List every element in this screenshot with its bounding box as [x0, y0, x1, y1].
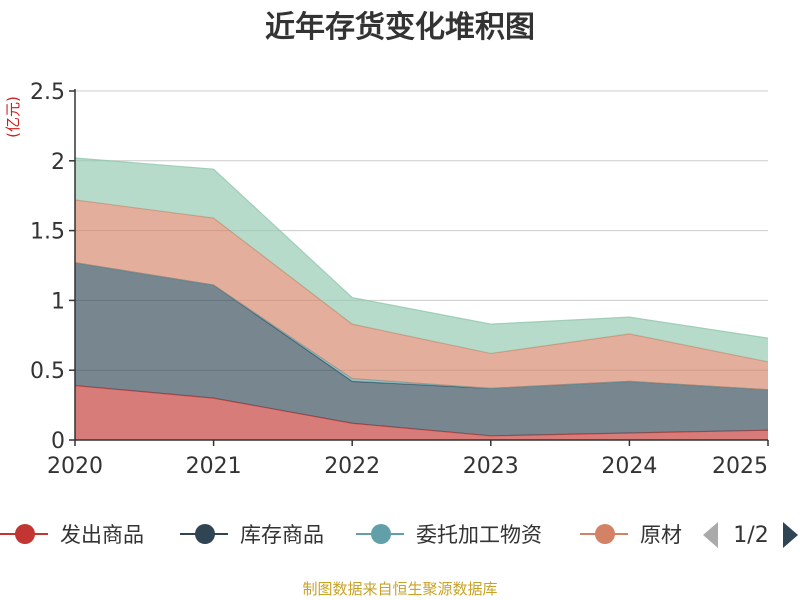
y-tick-label: 2.5 — [30, 80, 65, 105]
y-axis-unit: (亿元) — [4, 96, 22, 138]
legend-item[interactable]: 委托加工物资 — [356, 523, 542, 547]
chart-title: 近年存货变化堆积图 — [265, 10, 535, 45]
area-series — [74, 157, 769, 440]
axes — [69, 89, 769, 446]
x-tick-label: 2025 — [712, 454, 768, 479]
legend-item[interactable]: 原材 — [580, 523, 682, 547]
legend-prev-arrow-icon[interactable] — [703, 522, 718, 548]
data-source-note: 制图数据来自恒生聚源数据库 — [302, 580, 497, 598]
area-series-line — [74, 199, 769, 363]
y-tick-label: 0.5 — [30, 359, 65, 384]
legend-marker — [195, 524, 215, 544]
legend-item[interactable]: 库存商品 — [180, 523, 324, 547]
area-series-band — [75, 385, 768, 440]
x-tick-labels: 2020 2021 2022 2023 2024 2025 — [47, 454, 768, 479]
x-tick-label: 2022 — [324, 454, 380, 479]
y-tick-label: 1.5 — [30, 220, 65, 245]
legend-pager: 1/2 — [703, 522, 798, 548]
y-tick-label: 1 — [51, 289, 65, 314]
y-tick-labels: 0 0.5 1 1.5 2 2.5 — [30, 80, 65, 454]
legend-label: 发出商品 — [60, 523, 144, 547]
legend-next-arrow-icon[interactable] — [783, 522, 798, 548]
x-tick-label: 2020 — [47, 454, 103, 479]
x-tick-label: 2021 — [186, 454, 242, 479]
y-tick-label: 0 — [51, 429, 65, 454]
legend-item[interactable]: 发出商品 — [0, 523, 144, 547]
area-series-band — [75, 262, 768, 436]
area-series-line — [74, 157, 769, 339]
legend-page-indicator: 1/2 — [733, 523, 768, 548]
legend-label: 委托加工物资 — [416, 523, 542, 547]
legend-label: 库存商品 — [240, 523, 324, 547]
legend-marker — [371, 524, 391, 544]
x-tick-label: 2023 — [463, 454, 519, 479]
legend-label: 原材 — [640, 523, 682, 547]
y-tick-label: 2 — [51, 150, 65, 175]
legend-marker — [595, 524, 615, 544]
area-series-band — [75, 199, 768, 390]
area-series-band — [75, 158, 768, 362]
x-tick-label: 2024 — [601, 454, 657, 479]
legend: 发出商品 库存商品 委托加工物资 原材 — [0, 523, 682, 547]
legend-marker — [15, 524, 35, 544]
